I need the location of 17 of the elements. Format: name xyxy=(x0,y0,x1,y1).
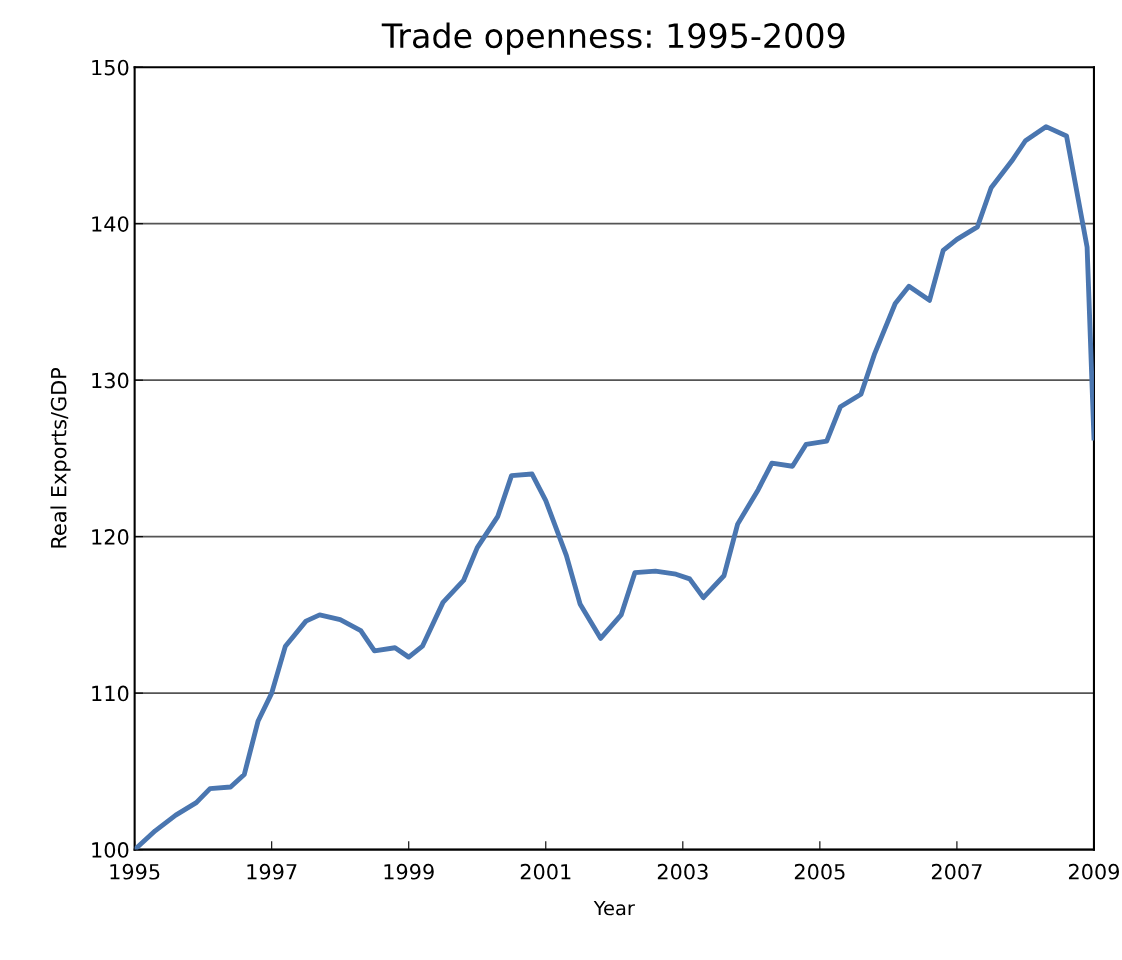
x-tick-label: 2007 xyxy=(931,863,982,880)
y-tick-label: 120 xyxy=(92,529,129,545)
y-axis-title: Real Exports/GDP xyxy=(50,367,71,548)
x-tick-label: 2005 xyxy=(794,863,845,880)
y-tick-label: 130 xyxy=(92,372,129,389)
y-tick-label: 140 xyxy=(92,216,129,232)
x-tick-label: 1995 xyxy=(110,863,160,880)
y-tick-label: 110 xyxy=(92,685,129,702)
x-axis-title: Year xyxy=(593,900,635,916)
x-tick-label: 2009 xyxy=(1068,863,1119,880)
x-tick-label: 2001 xyxy=(520,863,571,880)
chart-title: Trade openness: 1995-2009 xyxy=(381,22,845,55)
x-tick-label: 2003 xyxy=(657,863,708,880)
y-tick-label: 100 xyxy=(92,842,129,858)
y-tick-label: 150 xyxy=(92,59,129,76)
x-tick-label: 1999 xyxy=(384,863,434,880)
x-tick-label: 1997 xyxy=(247,863,297,880)
